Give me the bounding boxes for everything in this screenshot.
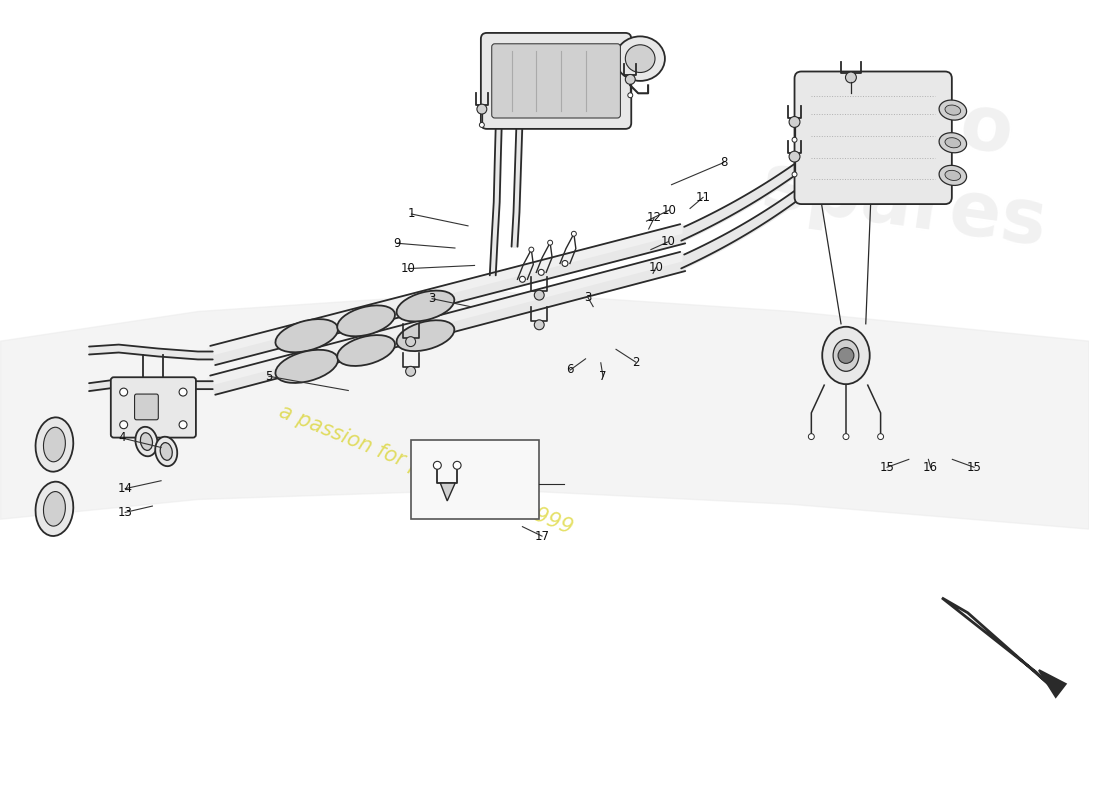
- Ellipse shape: [397, 290, 454, 322]
- Circle shape: [538, 270, 544, 275]
- Ellipse shape: [939, 100, 967, 120]
- Text: 6: 6: [566, 363, 574, 377]
- Text: 15: 15: [967, 461, 981, 474]
- Circle shape: [179, 421, 187, 429]
- Ellipse shape: [625, 45, 654, 73]
- Text: 10: 10: [662, 203, 676, 217]
- Circle shape: [789, 151, 800, 162]
- Circle shape: [846, 72, 857, 83]
- Text: euro
spares: euro spares: [757, 63, 1064, 262]
- Ellipse shape: [338, 306, 395, 336]
- Circle shape: [179, 388, 187, 396]
- Circle shape: [433, 462, 441, 470]
- Ellipse shape: [155, 437, 177, 466]
- Circle shape: [792, 138, 798, 142]
- Circle shape: [519, 276, 526, 282]
- FancyBboxPatch shape: [492, 44, 620, 118]
- Text: 5: 5: [265, 370, 273, 382]
- Ellipse shape: [44, 427, 65, 462]
- Circle shape: [480, 122, 484, 127]
- Circle shape: [789, 117, 800, 127]
- Ellipse shape: [822, 326, 870, 384]
- FancyBboxPatch shape: [111, 378, 196, 438]
- Text: 9: 9: [394, 237, 402, 250]
- Ellipse shape: [338, 335, 395, 366]
- Circle shape: [535, 320, 544, 330]
- Text: 3: 3: [428, 292, 436, 305]
- Text: 3: 3: [584, 290, 592, 303]
- Ellipse shape: [275, 319, 338, 352]
- Ellipse shape: [275, 350, 338, 383]
- Ellipse shape: [35, 482, 74, 536]
- FancyBboxPatch shape: [794, 71, 952, 204]
- Polygon shape: [210, 224, 685, 365]
- Ellipse shape: [945, 138, 960, 148]
- Ellipse shape: [35, 418, 74, 472]
- Circle shape: [529, 247, 534, 252]
- Text: 15: 15: [880, 461, 894, 474]
- FancyBboxPatch shape: [134, 394, 158, 420]
- Ellipse shape: [615, 36, 664, 81]
- Ellipse shape: [161, 442, 173, 460]
- Text: 16: 16: [923, 461, 938, 474]
- Text: 2: 2: [631, 355, 639, 369]
- Text: a passion for parts since 1999: a passion for parts since 1999: [276, 401, 575, 538]
- Circle shape: [571, 231, 576, 236]
- Ellipse shape: [44, 491, 65, 526]
- Circle shape: [878, 434, 883, 439]
- Polygon shape: [1038, 670, 1066, 697]
- Ellipse shape: [945, 170, 960, 181]
- Text: 10: 10: [649, 261, 663, 274]
- Text: 8: 8: [720, 156, 727, 169]
- Circle shape: [548, 240, 552, 245]
- Circle shape: [120, 421, 128, 429]
- Circle shape: [406, 366, 416, 376]
- Polygon shape: [440, 483, 455, 501]
- Text: 14: 14: [118, 482, 133, 495]
- Text: 7: 7: [600, 370, 607, 382]
- Circle shape: [562, 261, 568, 266]
- Text: 10: 10: [661, 235, 675, 248]
- Circle shape: [406, 337, 416, 346]
- Text: 12: 12: [647, 211, 661, 225]
- Ellipse shape: [939, 133, 967, 153]
- Circle shape: [628, 93, 632, 98]
- Text: 11: 11: [695, 191, 711, 204]
- Text: 17: 17: [535, 530, 550, 542]
- FancyBboxPatch shape: [481, 33, 631, 129]
- Text: 13: 13: [118, 506, 133, 519]
- Text: 4: 4: [118, 431, 125, 445]
- FancyBboxPatch shape: [410, 439, 539, 518]
- Circle shape: [120, 388, 128, 396]
- Circle shape: [625, 74, 635, 84]
- Polygon shape: [210, 252, 685, 394]
- Circle shape: [453, 462, 461, 470]
- Circle shape: [477, 104, 487, 114]
- Circle shape: [808, 434, 814, 439]
- Circle shape: [843, 434, 849, 439]
- Circle shape: [535, 290, 544, 300]
- Ellipse shape: [833, 340, 859, 371]
- Circle shape: [792, 172, 798, 177]
- Ellipse shape: [397, 320, 454, 351]
- Text: 1: 1: [408, 207, 415, 221]
- Text: 10: 10: [400, 262, 416, 275]
- Circle shape: [838, 347, 854, 363]
- Ellipse shape: [135, 427, 157, 456]
- Ellipse shape: [939, 166, 967, 186]
- Ellipse shape: [945, 105, 960, 115]
- Ellipse shape: [141, 433, 153, 450]
